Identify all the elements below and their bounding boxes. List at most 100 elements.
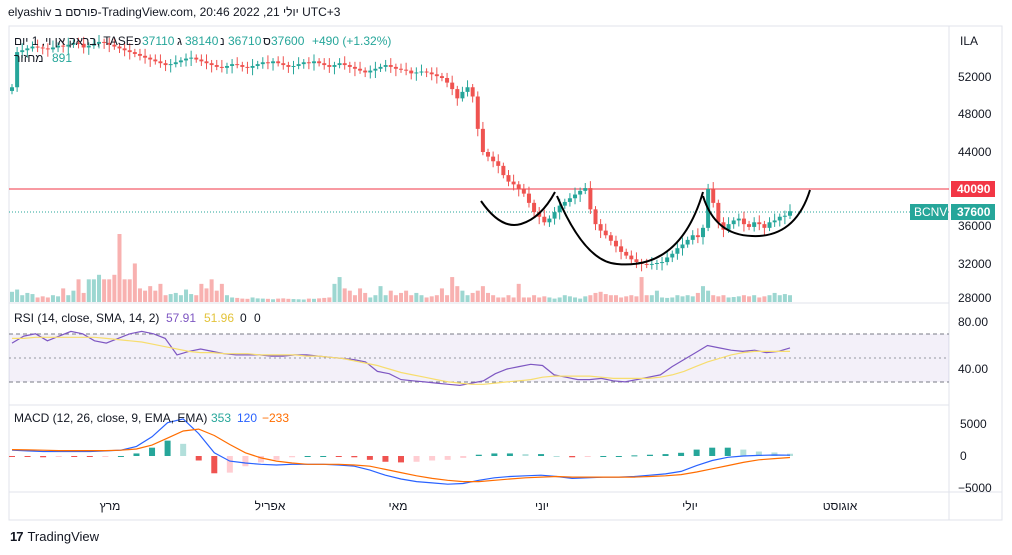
candle-body xyxy=(486,152,491,157)
candle-body xyxy=(383,65,388,67)
volume-bar xyxy=(240,298,245,302)
macd-histogram-bar xyxy=(289,456,296,458)
volume-bar xyxy=(532,295,537,302)
volume-bar xyxy=(747,296,752,302)
candle-body xyxy=(516,184,521,189)
candle-body xyxy=(40,47,45,49)
volume-bar xyxy=(501,297,506,302)
candle-body xyxy=(644,263,649,265)
macd-legend[interactable]: MACD (12, 26, close, 9, EMA, EMA) 353 12… xyxy=(14,411,289,425)
publish-caption: elyashiv פורסם ב-TradingView.com, 20:46 … xyxy=(8,5,341,19)
candle-body xyxy=(583,188,588,191)
candle-body xyxy=(71,42,76,45)
volume-bar xyxy=(20,295,25,302)
volume-bar xyxy=(358,288,363,302)
legend-close-value: 37600 xyxy=(271,34,305,48)
candle-body xyxy=(409,70,414,74)
main-legend[interactable]: בראק אן וי, 1 יום, TASE פ 37110 ג 38140 … xyxy=(14,34,391,65)
candle-body xyxy=(368,70,373,73)
candle-body xyxy=(311,61,316,64)
volume-bar xyxy=(347,290,352,302)
macd-histogram-bar xyxy=(242,456,249,467)
rsi-ma-line xyxy=(12,336,790,385)
volume-bar xyxy=(613,295,618,302)
volume-bar xyxy=(619,297,624,302)
volume-bar xyxy=(250,297,255,302)
candle-body xyxy=(741,218,746,225)
volume-bar xyxy=(148,286,153,302)
candle-body xyxy=(281,63,286,66)
time-label: אפריל xyxy=(255,499,286,513)
volume-bar xyxy=(107,279,112,302)
candle-body xyxy=(465,87,470,92)
candle-body xyxy=(665,257,670,263)
volume-bar xyxy=(122,279,127,302)
volume-bar xyxy=(752,295,757,302)
volume-bar xyxy=(35,297,40,302)
candle-body xyxy=(230,64,235,66)
volume-bar xyxy=(291,299,296,302)
candle-body xyxy=(332,65,337,67)
volume-bar xyxy=(480,286,485,302)
candle-body xyxy=(117,46,122,49)
candle-body xyxy=(373,68,378,71)
volume-bar xyxy=(788,295,792,302)
volume-bar xyxy=(593,292,598,302)
candle-body xyxy=(603,230,608,236)
macd-signal-value: −233 xyxy=(262,411,289,425)
macd-histogram-bar xyxy=(273,456,280,460)
macd-histogram-bar xyxy=(71,456,78,457)
cup-and-handle-pattern[interactable] xyxy=(480,189,811,266)
volume-bar xyxy=(352,295,357,302)
candle-body xyxy=(148,57,153,60)
legend-open-value: 37110 xyxy=(142,34,175,48)
volume-bar xyxy=(399,292,403,302)
volume-bar xyxy=(767,295,772,302)
candle-body xyxy=(296,64,301,66)
candle-body xyxy=(271,61,276,64)
macd-histogram-bar xyxy=(600,456,607,457)
last-price-badge-box xyxy=(951,204,995,220)
volume-bar xyxy=(194,295,199,302)
candle-body xyxy=(470,87,475,97)
first-cup-curve xyxy=(480,191,556,226)
candle-body xyxy=(102,41,107,43)
volume-bar xyxy=(245,298,250,302)
candle-body xyxy=(306,62,311,64)
macd-histogram-bar xyxy=(133,453,140,456)
macd-histogram-bar xyxy=(615,456,622,457)
volume-bar xyxy=(757,297,762,302)
volume-bar xyxy=(117,234,122,302)
volume-bar xyxy=(311,298,316,302)
macd-histogram-bar xyxy=(149,447,156,456)
candle-body xyxy=(317,61,322,64)
candle-body xyxy=(573,194,578,199)
candle-body xyxy=(762,224,767,228)
candle-body xyxy=(25,48,30,51)
volume-bar xyxy=(634,296,639,302)
candle-body xyxy=(496,161,501,166)
candle-body xyxy=(265,62,270,64)
volume-bar xyxy=(337,277,342,302)
rsi-legend[interactable]: RSI (14, close, SMA, 14, 2) 57.91 51.96 … xyxy=(14,311,261,325)
candle-body xyxy=(547,218,552,223)
volume-bar xyxy=(716,296,721,302)
candle-body xyxy=(521,189,526,194)
signal-line xyxy=(11,428,791,483)
candle-body xyxy=(670,253,675,258)
volume-bar xyxy=(66,295,71,302)
candle-body xyxy=(347,65,352,67)
volume-bar xyxy=(127,279,132,302)
volume-bar xyxy=(317,298,322,302)
volume-bar xyxy=(547,297,552,302)
candle-body xyxy=(378,66,383,69)
volume-bar xyxy=(76,279,81,302)
candle-body xyxy=(619,246,624,252)
volume-bar xyxy=(583,296,588,302)
candle-body xyxy=(260,62,265,65)
candle-body xyxy=(81,43,86,48)
volume-bar xyxy=(219,283,224,302)
candle-body xyxy=(450,82,455,90)
candle-body xyxy=(455,89,460,99)
